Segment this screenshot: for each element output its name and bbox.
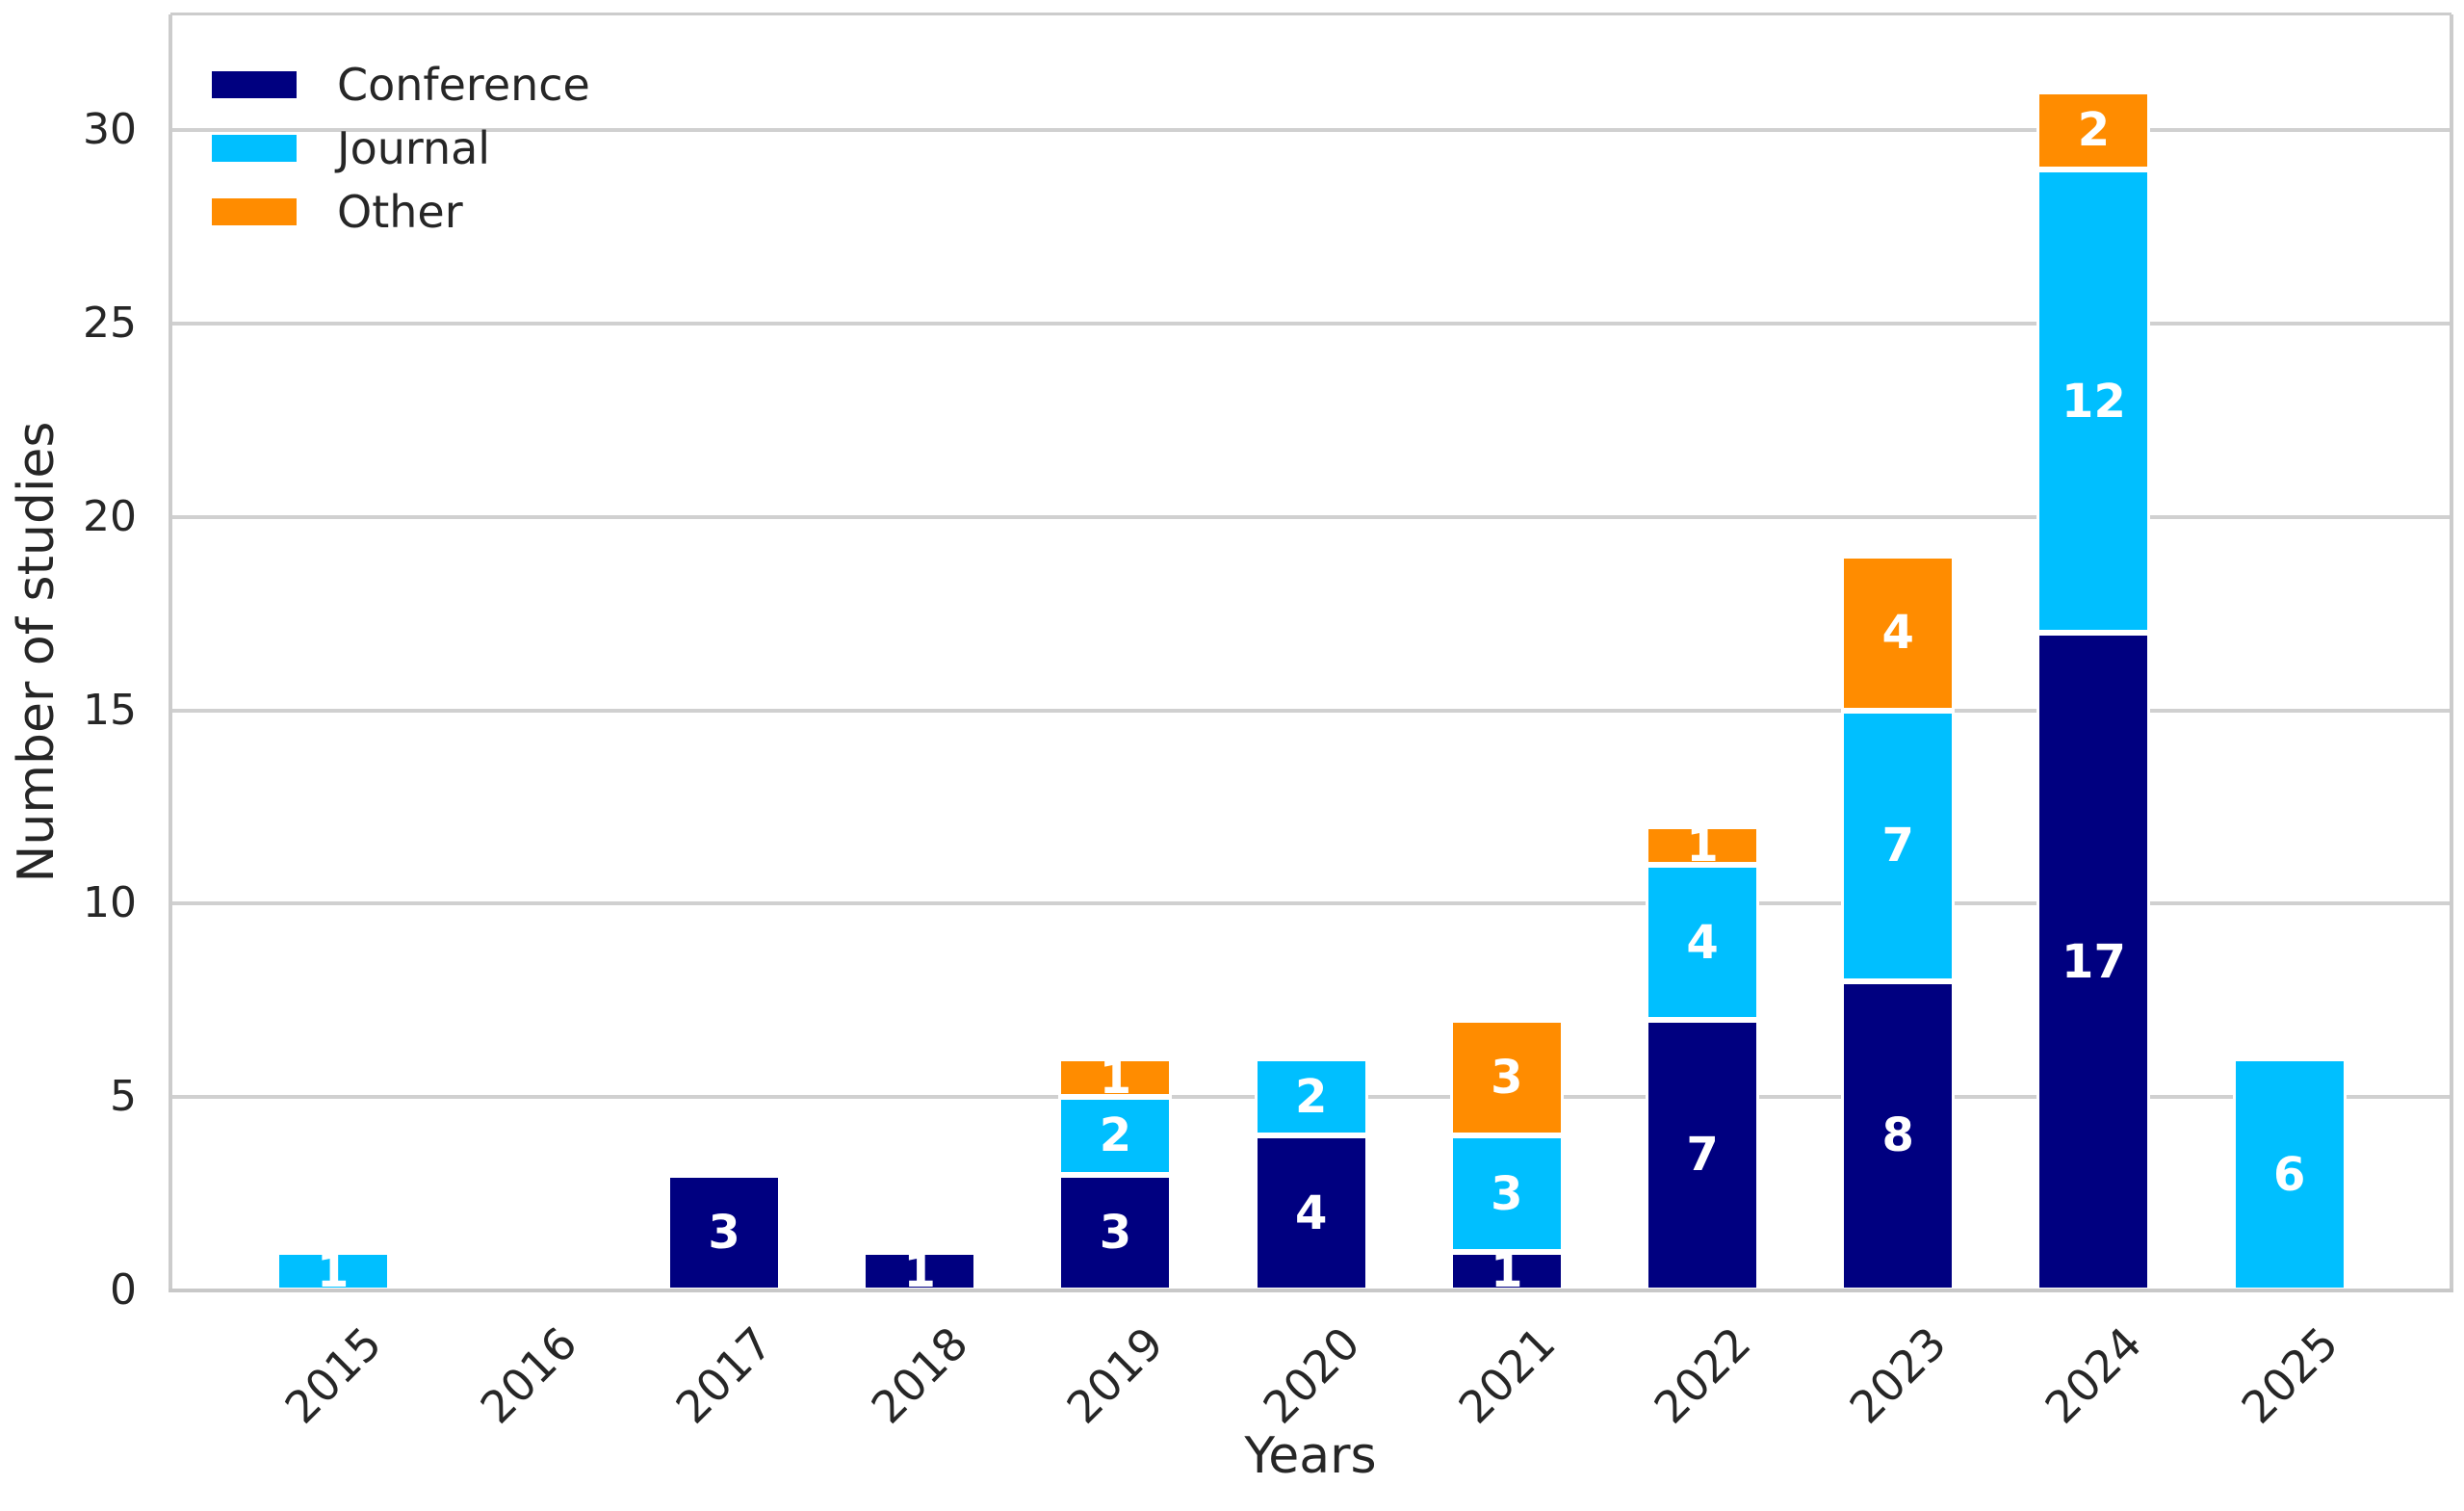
x-tick-label-2018: 2018	[861, 1316, 978, 1434]
y-tick-label-20: 20	[83, 491, 137, 541]
bar-value-label: 8	[1881, 1108, 1914, 1163]
bar-2022-conference: 7	[1646, 1019, 1760, 1290]
bar-2024-journal: 12	[2036, 169, 2151, 634]
bar-2022-journal: 4	[1646, 865, 1760, 1020]
x-tick-label-2017: 2017	[665, 1316, 783, 1434]
y-tick-label-10: 10	[83, 878, 137, 928]
x-tick-label-2020: 2020	[1253, 1316, 1370, 1434]
y-tick-label-15: 15	[83, 685, 137, 735]
top-spine	[170, 13, 2451, 15]
x-tick-label-2015: 2015	[274, 1316, 392, 1434]
x-tick-label-2022: 2022	[1644, 1316, 1761, 1434]
bar-2021-other: 3	[1449, 1019, 1564, 1136]
bar-value-label: 12	[2062, 374, 2126, 429]
bar-value-label: 7	[1686, 1128, 1719, 1183]
y-tick-label-25: 25	[83, 299, 137, 349]
legend-swatch-conference	[212, 71, 297, 98]
bar-value-label: 2	[1294, 1070, 1328, 1125]
bar-value-label: 3	[1099, 1205, 1132, 1260]
bar-2025-journal: 6	[2232, 1058, 2347, 1290]
bar-value-label: 4	[1686, 915, 1719, 970]
x-tick-label-2023: 2023	[1839, 1316, 1957, 1434]
bar-value-label: 1	[316, 1243, 350, 1298]
bar-value-label: 1	[1491, 1243, 1523, 1298]
bar-2021-journal: 3	[1449, 1135, 1564, 1252]
gridline-y-10	[170, 901, 2451, 906]
x-axis-line	[169, 1289, 2453, 1292]
bar-2020-journal: 2	[1254, 1058, 1368, 1136]
gridline-y-25	[170, 322, 2451, 326]
bar-value-label: 3	[708, 1205, 740, 1260]
gridline-y-30	[170, 128, 2451, 133]
bar-value-label: 7	[1881, 819, 1914, 873]
bar-value-label: 3	[1491, 1166, 1523, 1221]
bar-value-label: 6	[2272, 1147, 2306, 1202]
legend-swatch-other	[212, 198, 297, 225]
bar-value-label: 2	[2077, 103, 2111, 158]
legend-label: Journal	[337, 122, 491, 174]
legend-label: Conference	[337, 59, 590, 111]
y-tick-label-0: 0	[110, 1265, 137, 1315]
bar-value-label: 17	[2062, 934, 2126, 989]
x-tick-label-2019: 2019	[1056, 1316, 1174, 1434]
gridline-y-15	[170, 708, 2451, 713]
bar-value-label: 1	[1686, 819, 1719, 873]
bar-2023-conference: 8	[1841, 980, 1956, 1290]
legend: Conference Journal Other	[212, 53, 590, 244]
legend-item-conference: Conference	[212, 53, 590, 117]
bar-2015-journal: 1	[275, 1248, 390, 1294]
bar-2019-other: 1	[1058, 1055, 1173, 1101]
x-tick-label-2021: 2021	[1448, 1316, 1566, 1434]
y-tick-label-30: 30	[83, 105, 137, 155]
bar-2019-journal: 2	[1058, 1097, 1173, 1175]
bar-2020-conference: 4	[1254, 1135, 1368, 1290]
legend-label: Other	[337, 186, 463, 238]
bar-2021-conference: 1	[1449, 1248, 1564, 1294]
bar-2019-conference: 3	[1058, 1174, 1173, 1290]
right-spine	[2450, 14, 2453, 1290]
bar-2018-conference: 1	[863, 1248, 977, 1294]
x-axis-label: Years	[1244, 1427, 1377, 1485]
legend-swatch-journal	[212, 135, 297, 162]
x-tick-label-2024: 2024	[2035, 1316, 2152, 1434]
bar-2024-conference: 17	[2036, 633, 2151, 1290]
legend-item-journal: Journal	[212, 117, 590, 180]
x-tick-label-2025: 2025	[2231, 1316, 2348, 1434]
bar-2017-conference: 3	[667, 1174, 782, 1290]
bar-2024-other: 2	[2036, 91, 2151, 169]
bar-value-label: 3	[1491, 1051, 1523, 1106]
bar-value-label: 1	[903, 1243, 936, 1298]
bar-value-label: 4	[1881, 606, 1914, 661]
left-spine	[169, 14, 172, 1290]
bar-value-label: 2	[1099, 1108, 1132, 1163]
plot-area: 1 3 1 3 2 1 4 2 1 3 3 7 4 1 8 7 4 17 12 2 6 Conference Journa…	[169, 13, 2453, 1294]
bar-value-label: 1	[1099, 1051, 1132, 1106]
gridline-y-20	[170, 514, 2451, 519]
bar-2023-other: 4	[1841, 556, 1956, 711]
x-tick-label-2016: 2016	[470, 1316, 587, 1434]
bar-value-label: 4	[1294, 1185, 1328, 1240]
legend-item-other: Other	[212, 180, 590, 244]
bar-2022-other: 1	[1646, 822, 1760, 869]
y-tick-label-5: 5	[110, 1072, 137, 1122]
bar-2023-journal: 7	[1841, 710, 1956, 981]
